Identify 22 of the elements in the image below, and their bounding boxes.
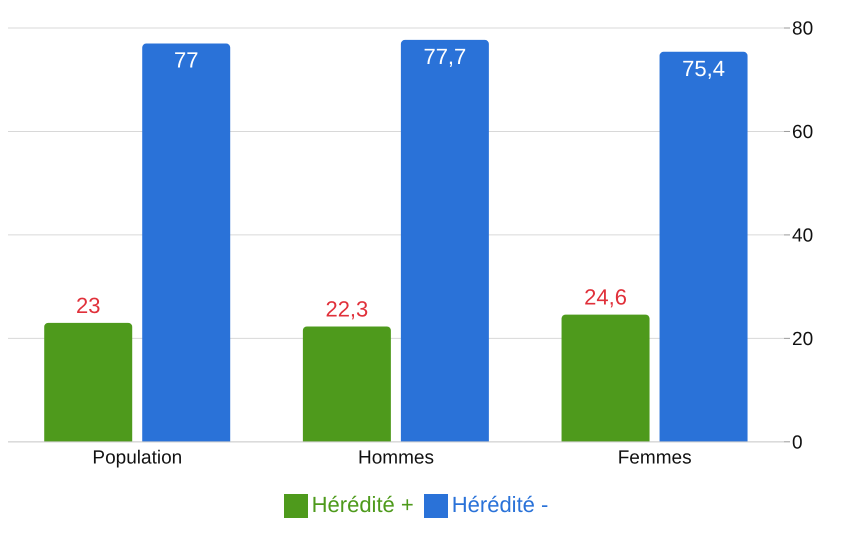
x-tick-label: Hommes — [358, 447, 434, 468]
y-tick-label: 0 — [792, 432, 803, 454]
data-label: 22,3 — [325, 296, 368, 322]
bar — [400, 40, 489, 442]
bar — [302, 326, 391, 442]
data-label: 77,7 — [423, 44, 466, 69]
x-tick-label: Population — [92, 447, 182, 468]
data-label: 24,6 — [584, 284, 627, 310]
data-label: 77 — [174, 48, 198, 73]
bar — [142, 44, 230, 442]
legend-label: Hérédité + — [312, 492, 414, 517]
y-tick-label: 40 — [792, 226, 814, 247]
y-tick-label: 60 — [792, 122, 814, 144]
bar — [660, 52, 748, 442]
bar — [44, 322, 132, 442]
y-tick-label: 80 — [792, 18, 814, 40]
bar — [562, 314, 650, 442]
legend-label: Hérédité - — [452, 492, 548, 517]
data-label: 75,4 — [682, 56, 725, 81]
data-label: 23 — [76, 292, 100, 318]
y-tick-label: 20 — [792, 329, 814, 350]
x-tick-label: Femmes — [618, 447, 692, 468]
